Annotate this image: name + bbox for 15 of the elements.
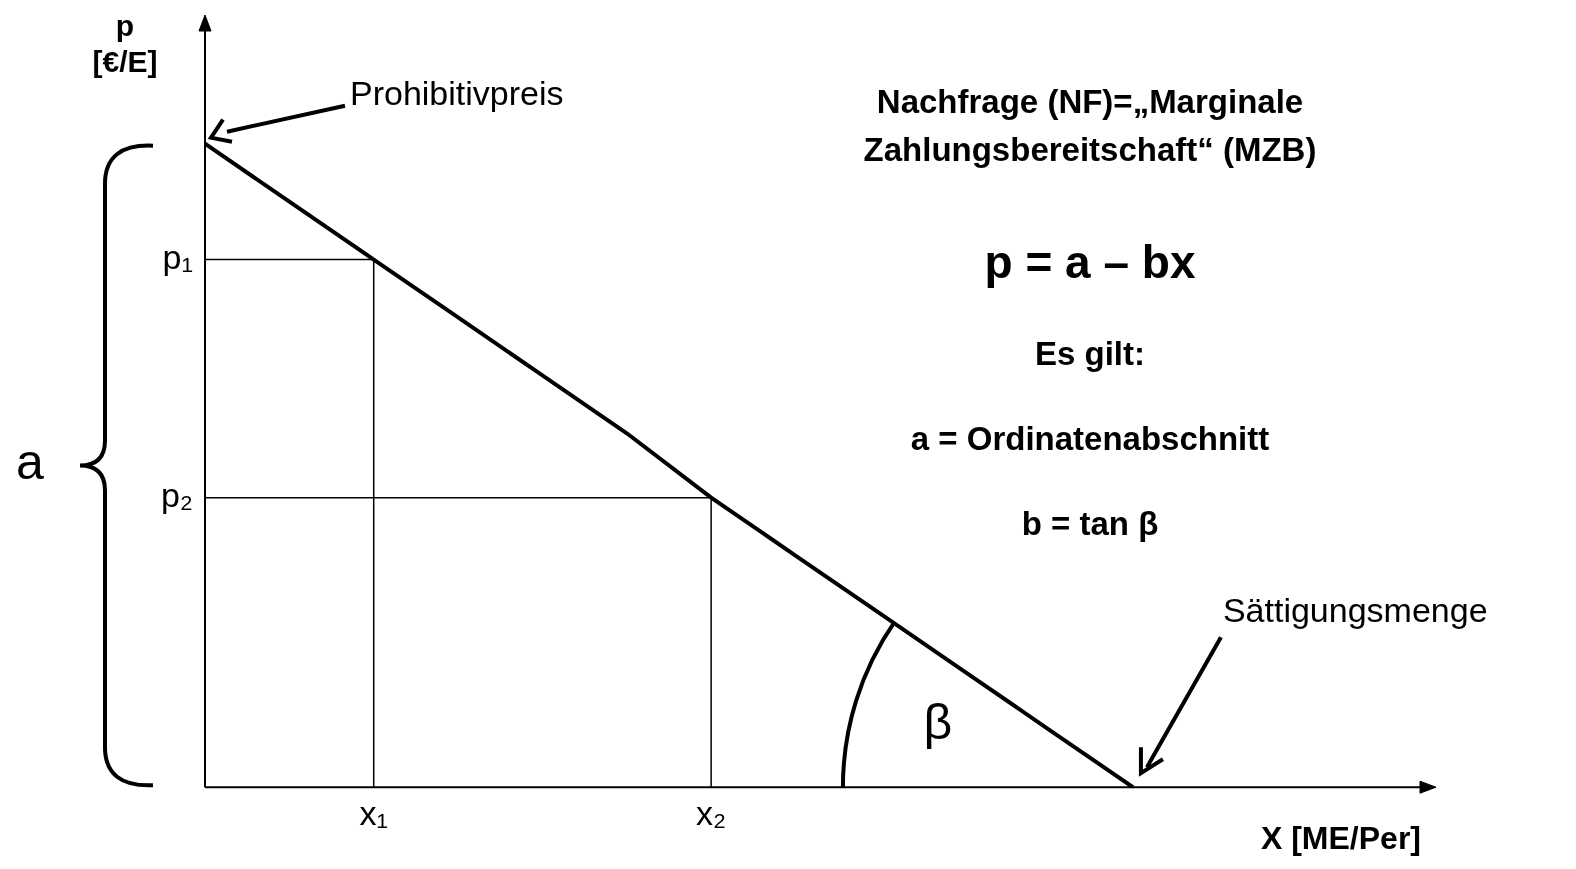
annotation: a = Ordinatenabschnitt <box>909 420 1271 458</box>
x-axis-title: X [ME/Per] <box>1260 820 1421 857</box>
annotation: b = tan β <box>1020 505 1160 543</box>
y-axis-title: p [€/E] <box>91 8 159 80</box>
annotation: Sättigungsmenge <box>1222 590 1488 629</box>
annotation: p = a – bx <box>983 235 1197 289</box>
text: Prohibitivpreis <box>350 74 564 113</box>
ref-line-label: p₂ <box>160 476 193 514</box>
annotation: β <box>923 693 953 750</box>
chart-title: Nachfrage (NF)=„Marginale Zahlungsbereitschaft“ (MZB) <box>862 82 1318 170</box>
annotation: Es gilt: <box>1034 335 1146 373</box>
x-tick-label: x₁ <box>359 793 388 832</box>
text: a <box>16 434 45 491</box>
ref-line-label: p₁ <box>162 237 193 276</box>
x-tick-label: x₂ <box>696 793 727 832</box>
